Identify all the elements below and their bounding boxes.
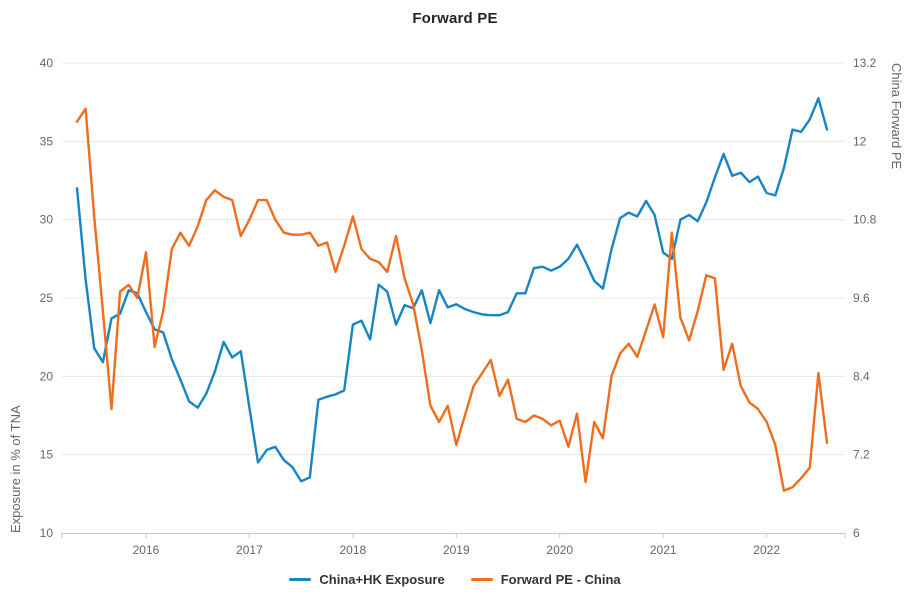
right-y-tick-label: 7.2 (853, 448, 870, 462)
left-y-tick-label: 20 (40, 369, 54, 383)
left-y-tick-label: 25 (40, 291, 54, 305)
x-axis-tick-label: 2020 (546, 543, 573, 557)
x-axis-tick-label: 2019 (443, 543, 470, 557)
legend-label: China+HK Exposure (319, 572, 445, 587)
legend-item-forward-pe-china[interactable]: Forward PE - China (470, 572, 621, 587)
right-y-tick-label: 10.8 (853, 213, 877, 227)
series-line-china-hk-exposure[interactable] (75, 97, 829, 483)
right-y-tick-label: 6 (853, 526, 860, 540)
left-y-tick-label: 35 (40, 134, 54, 148)
x-axis-tick-label: 2017 (236, 543, 263, 557)
left-y-tick-label: 40 (40, 56, 54, 70)
right-y-tick-label: 12 (853, 134, 867, 148)
chart-title: Forward PE (412, 10, 498, 27)
legend: China+HK Exposure Forward PE - China (0, 572, 910, 587)
legend-swatch-blue-line-icon (289, 578, 312, 581)
legend-label: Forward PE - China (500, 572, 621, 587)
right-y-tick-label: 13.2 (853, 56, 877, 70)
legend-swatch-orange-line-icon (470, 578, 493, 581)
right-y-tick-label: 8.4 (853, 369, 870, 383)
x-axis-tick-label: 2016 (133, 543, 160, 557)
left-y-tick-label: 10 (40, 526, 54, 540)
legend-item-china-hk-exposure[interactable]: China+HK Exposure (289, 572, 445, 587)
right-axis-title: China Forward PE (889, 63, 904, 170)
x-axis-tick-label: 2018 (340, 543, 367, 557)
right-y-tick-label: 9.6 (853, 291, 870, 305)
left-axis-title: Exposure in % of TNA (8, 405, 23, 533)
left-y-tick-label: 30 (40, 213, 54, 227)
series-line-forward-pe-china[interactable] (75, 107, 829, 492)
x-axis-tick-label: 2021 (650, 543, 677, 557)
x-axis-tick-label: 2022 (753, 543, 780, 557)
left-y-tick-label: 15 (40, 448, 54, 462)
